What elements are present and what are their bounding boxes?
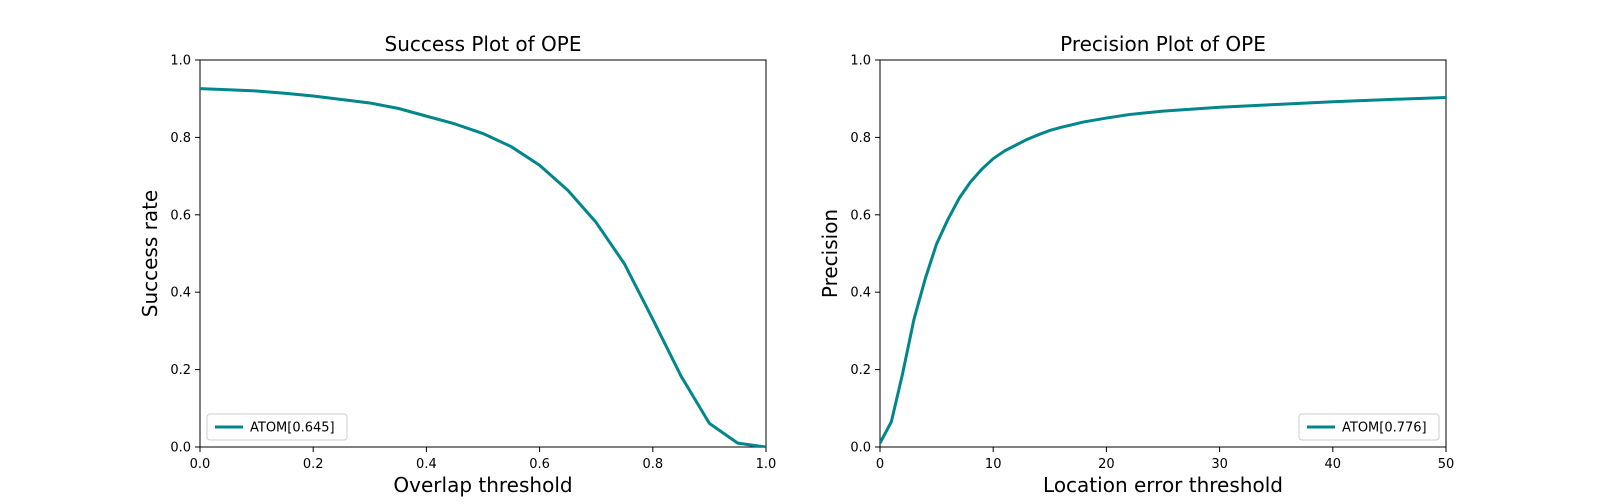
success-x-tick-label: 0.0	[190, 457, 211, 472]
precision-y-tick-label: 0.8	[850, 131, 871, 146]
precision-x-tick-label: 20	[1098, 457, 1115, 472]
precision-x-axis-label: Location error threshold	[1043, 473, 1283, 497]
success-plot-frame	[199, 59, 767, 448]
precision-y-tick-label: 0.6	[850, 208, 871, 223]
success-x-tick-label: 0.8	[642, 457, 663, 472]
success-plot: 0.0 0.2 0.4 0.6 0.8 1.0 0.0 0.2 0.4 0.6 0.8 1.0 Succ…	[138, 32, 776, 497]
precision-plot-frame	[879, 59, 1447, 448]
success-x-axis-label: Overlap threshold	[393, 473, 572, 497]
success-x-tick-label: 0.2	[303, 457, 324, 472]
precision-legend-box	[1298, 413, 1440, 441]
success-series-line-0	[200, 87, 766, 447]
precision-legend-label: ATOM[0.776]	[1342, 421, 1427, 436]
precision-x-tick-label: 30	[1211, 457, 1228, 472]
precision-y-tick-label: 1.0	[850, 54, 871, 69]
precision-series-line-0	[880, 96, 1446, 444]
success-x-tick-label: 0.6	[529, 457, 550, 472]
precision-x-tick-label: 40	[1325, 457, 1342, 472]
precision-legend: ATOM[0.776]	[1298, 413, 1440, 441]
success-y-tick-label: 0.4	[170, 286, 191, 301]
success-legend-label: ATOM[0.645]	[250, 421, 335, 436]
success-x-tick-label: 1.0	[756, 457, 777, 472]
success-chart-title: Success Plot of OPE	[385, 32, 582, 56]
precision-x-tick-label: 10	[985, 457, 1002, 472]
success-legend: ATOM[0.645]	[206, 413, 348, 441]
precision-y-axis-label: Precision	[818, 209, 842, 298]
success-y-tick-label: 0.6	[170, 208, 191, 223]
success-legend-box	[206, 413, 348, 441]
precision-y-tick-label: 0.4	[850, 286, 871, 301]
precision-x-tick-label: 50	[1438, 457, 1455, 472]
precision-y-tick-label: 0.2	[850, 363, 871, 378]
success-y-tick-label: 1.0	[170, 54, 191, 69]
precision-plot: 0 10 20 30 40 50 0.0 0.2 0.4 0.6 0.8 1.0 Precision P…	[818, 32, 1454, 497]
success-y-tick-label: 0.8	[170, 131, 191, 146]
precision-x-tick-label: 0	[876, 457, 884, 472]
success-x-tick-label: 0.4	[416, 457, 437, 472]
success-y-axis-label: Success rate	[138, 190, 162, 318]
success-y-tick-label: 0.0	[170, 441, 191, 456]
success-y-tick-label: 0.2	[170, 363, 191, 378]
precision-y-tick-label: 0.0	[850, 441, 871, 456]
precision-chart-title: Precision Plot of OPE	[1060, 32, 1266, 56]
